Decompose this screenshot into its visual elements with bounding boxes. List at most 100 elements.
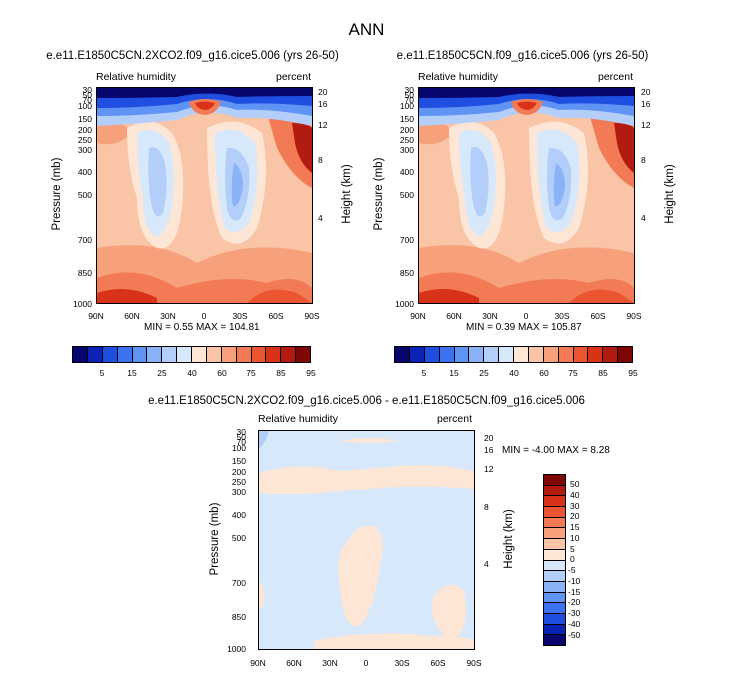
colorbar-swatch — [132, 347, 148, 362]
colorbar-swatch — [514, 347, 529, 362]
lat-tick: 30S — [394, 658, 410, 668]
colorbar-swatch — [544, 613, 565, 625]
colorbar-label: 40 — [509, 368, 519, 378]
colorbar-swatch — [618, 347, 632, 362]
pressure-tick: 500 — [231, 533, 246, 543]
colorbar-swatch — [409, 347, 425, 362]
colorbar-label: 0 — [570, 554, 575, 564]
colorbar-label: -10 — [568, 576, 581, 586]
panel-title: e.e11.E1850C5CN.f09_g16.cice5.006 (yrs 2… — [396, 50, 649, 62]
colorbar-swatch — [162, 347, 178, 362]
colorbar-swatch — [73, 347, 88, 362]
lat-tick: 60S — [268, 311, 284, 321]
pressure-tick: 30 — [82, 85, 92, 95]
colorbar-swatch — [588, 347, 604, 362]
colorbar-swatch — [544, 635, 565, 645]
lat-tick: 90N — [250, 658, 266, 668]
lat-tick: 90S — [626, 311, 642, 321]
colorbar-swatch — [424, 347, 440, 362]
colorbar-label: 5 — [570, 544, 575, 554]
colorbar-swatch — [454, 347, 470, 362]
colorbar-swatch — [206, 347, 222, 362]
colorbar-swatch — [573, 347, 589, 362]
height-tick: 12 — [484, 464, 494, 474]
colorbar-swatch — [192, 347, 207, 362]
colorbar-label: 15 — [127, 368, 137, 378]
pressure-tick: 70 — [82, 95, 92, 105]
colorbar-swatch — [543, 347, 559, 362]
colorbar-label: 40 — [570, 490, 580, 500]
colorbar-swatch — [544, 496, 565, 508]
colorbar-label: 20 — [570, 511, 580, 521]
lat-tick: 60N — [446, 311, 462, 321]
colorbar-swatch — [177, 347, 192, 362]
pressure-tick: 1000 — [73, 299, 92, 309]
colorbar-label: 60 — [217, 368, 227, 378]
colorbar — [72, 346, 311, 363]
lat-tick: 60N — [286, 658, 302, 668]
pressure-tick: 150 — [77, 114, 92, 124]
lat-tick: 0 — [201, 311, 207, 321]
pressure-tick: 250 — [77, 135, 92, 145]
colorbar-swatch — [87, 347, 103, 362]
colorbar-label: 5 — [421, 368, 427, 378]
colorbar-swatch — [603, 347, 619, 362]
units-label: percent — [437, 413, 473, 425]
pressure-tick: 400 — [399, 167, 414, 177]
pressure-tick: 100 — [77, 101, 92, 111]
colorbar-swatch — [544, 528, 565, 540]
colorbar-swatch — [236, 347, 252, 362]
pressure-tick: 850 — [231, 612, 246, 622]
colorbar-label: 10 — [570, 533, 580, 543]
pressure-tick: 700 — [77, 235, 92, 245]
pressure-tick: 150 — [399, 114, 414, 124]
contour-plot — [418, 87, 635, 304]
colorbar-swatch — [544, 592, 565, 604]
min-max-label: MIN = 0.55 MAX = 104.81 — [144, 322, 260, 333]
colorbar-label: -5 — [568, 565, 576, 575]
height-tick: 12 — [318, 120, 328, 130]
colorbar-label: 5 — [99, 368, 105, 378]
lat-tick: 60S — [430, 658, 446, 668]
height-tick: 16 — [484, 445, 494, 455]
colorbar-swatch — [544, 485, 565, 497]
height-tick: 16 — [318, 99, 328, 109]
colorbar-swatch — [117, 347, 133, 362]
pressure-tick: 50 — [236, 432, 246, 442]
panel-title: e.e11.E1850C5CN.2XCO2.f09_g16.cice5.006 … — [46, 50, 339, 62]
min-max-label: MIN = -4.00 MAX = 8.28 — [502, 445, 610, 456]
pressure-tick: 300 — [399, 145, 414, 155]
lat-tick: 90S — [466, 658, 482, 668]
colorbar-swatch — [544, 581, 565, 593]
height-tick: 20 — [641, 87, 651, 97]
lat-tick: 0 — [523, 311, 529, 321]
colorbar-swatch — [544, 560, 565, 572]
pressure-tick: 30 — [236, 427, 246, 437]
colorbar-swatch — [544, 539, 565, 550]
pressure-tick: 70 — [236, 437, 246, 447]
y2-axis-label: Height (km) — [664, 164, 676, 224]
lat-tick: 90S — [304, 311, 320, 321]
colorbar-label: -15 — [568, 587, 581, 597]
height-tick: 20 — [318, 87, 328, 97]
colorbar-label: 50 — [570, 479, 580, 489]
height-tick: 20 — [484, 433, 494, 443]
colorbar-label: 75 — [246, 368, 256, 378]
height-tick: 8 — [484, 502, 489, 512]
pressure-tick: 300 — [231, 487, 246, 497]
pressure-tick: 30 — [404, 85, 414, 95]
lat-tick: 30S — [232, 311, 248, 321]
pressure-tick: 50 — [82, 90, 92, 100]
units-label: percent — [598, 71, 634, 83]
lat-tick: 60N — [124, 311, 140, 321]
colorbar-swatch — [544, 549, 565, 561]
y-axis-label: Pressure (mb) — [209, 502, 221, 576]
pressure-tick: 150 — [231, 456, 246, 466]
colorbar — [543, 474, 566, 646]
colorbar-label: 25 — [157, 368, 167, 378]
pressure-tick: 1000 — [395, 299, 414, 309]
height-tick: 4 — [318, 213, 323, 223]
colorbar-swatch — [266, 347, 282, 362]
min-max-label: MIN = 0.39 MAX = 105.87 — [466, 322, 582, 333]
pressure-tick: 250 — [231, 477, 246, 487]
